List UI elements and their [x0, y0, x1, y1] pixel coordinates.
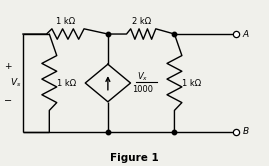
Text: 1000: 1000 [132, 85, 153, 94]
Text: B: B [242, 127, 249, 136]
Text: 2 kΩ: 2 kΩ [132, 17, 151, 26]
Text: 1 kΩ: 1 kΩ [57, 79, 76, 87]
Text: $V_x$: $V_x$ [137, 71, 148, 83]
Text: Figure 1: Figure 1 [110, 153, 159, 163]
Text: $V_s$: $V_s$ [10, 77, 22, 89]
Text: 1 kΩ: 1 kΩ [182, 79, 201, 87]
Text: 1 kΩ: 1 kΩ [56, 17, 75, 26]
Text: −: − [4, 96, 12, 106]
Text: A: A [242, 30, 249, 39]
Text: +: + [4, 62, 12, 71]
